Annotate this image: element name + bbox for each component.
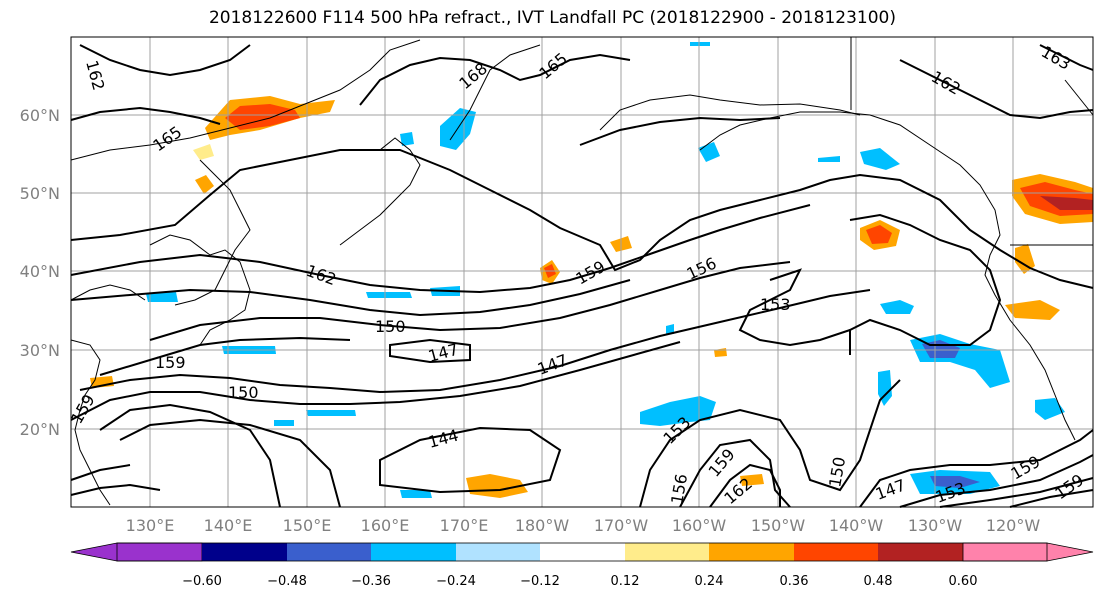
colorbar: −0.60 −0.48 −0.36 −0.24 −0.12 0.12 0.24 … (70, 542, 1094, 589)
lon-label: 150°W (751, 516, 806, 535)
colorbar-tick-label: −0.24 (436, 574, 476, 589)
colorbar-segment (371, 543, 456, 561)
lon-label: 130°E (126, 516, 175, 535)
lon-label: 180°W (515, 516, 570, 535)
colorbar-tick-label: −0.12 (520, 574, 560, 589)
lat-label: 20°N (20, 420, 60, 439)
figure-title: 2018122600 F114 500 hPa refract., IVT La… (208, 8, 896, 28)
contour-label: 150 (375, 317, 406, 336)
colorbar-segment (202, 543, 287, 561)
contour-label: 159 (155, 353, 186, 372)
map-frame (70, 36, 1094, 508)
colorbar-segment (794, 543, 878, 561)
lat-label: 40°N (20, 262, 60, 281)
height-contours (70, 44, 1094, 508)
lon-label: 160°E (361, 516, 410, 535)
colorbar-frame (116, 542, 1048, 562)
latitude-labels: 60°N 50°N 40°N 30°N 20°N (20, 106, 60, 439)
colorbar-tick-label: 0.48 (864, 574, 893, 589)
longitude-labels: 130°E 140°E 150°E 160°E 170°E 180°W 170°… (126, 516, 1041, 535)
lat-label: 50°N (20, 184, 60, 203)
lon-label: 120°W (986, 516, 1041, 535)
colorbar-tick-label: −0.60 (182, 574, 222, 589)
lat-label: 60°N (20, 106, 60, 125)
colorbar-tick-label: −0.36 (351, 574, 391, 589)
colorbar-segment (962, 542, 1094, 562)
colorbar-segment (287, 543, 371, 561)
colorbar-segment (456, 543, 540, 561)
coastlines (70, 37, 1094, 506)
contour-label: 153 (760, 295, 791, 314)
colorbar-segment (70, 542, 203, 562)
lon-label: 140°W (829, 516, 884, 535)
colorbar-segment (878, 543, 963, 561)
contour-label: 150 (228, 383, 259, 402)
lat-label: 30°N (20, 341, 60, 360)
colorbar-tick-label: 0.12 (611, 574, 640, 589)
colorbar-tick-label: 0.36 (780, 574, 809, 589)
lon-label: 160°W (672, 516, 727, 535)
lon-label: 150°E (283, 516, 332, 535)
colorbar-segment (540, 543, 625, 561)
colorbar-tick-label: 0.60 (949, 574, 978, 589)
lon-label: 170°W (594, 516, 649, 535)
colorbar-segment (625, 543, 709, 561)
positive-anomaly-patches (90, 96, 1093, 498)
colorbar-tick-label: 0.24 (695, 574, 724, 589)
lon-label: 140°E (204, 516, 253, 535)
colorbar-tick-label: −0.48 (267, 574, 307, 589)
lon-label: 170°E (440, 516, 489, 535)
lon-label: 130°W (908, 516, 963, 535)
colorbar-segment (709, 543, 794, 561)
